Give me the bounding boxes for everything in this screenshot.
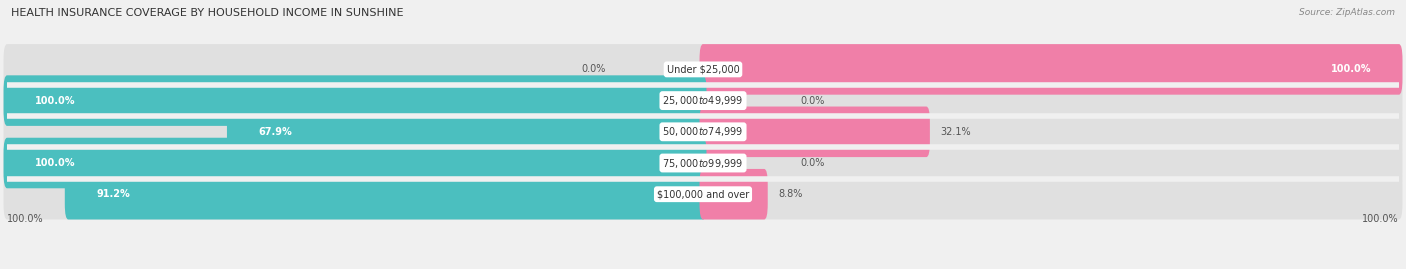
Text: 100.0%: 100.0% <box>35 158 76 168</box>
FancyBboxPatch shape <box>700 107 929 157</box>
FancyBboxPatch shape <box>226 107 706 157</box>
Text: 0.0%: 0.0% <box>800 158 825 168</box>
FancyBboxPatch shape <box>4 75 1402 126</box>
Text: 0.0%: 0.0% <box>581 64 606 75</box>
Text: Under $25,000: Under $25,000 <box>666 64 740 75</box>
Text: 100.0%: 100.0% <box>1362 214 1399 224</box>
Text: $25,000 to $49,999: $25,000 to $49,999 <box>662 94 744 107</box>
Text: 100.0%: 100.0% <box>7 214 44 224</box>
FancyBboxPatch shape <box>4 75 706 126</box>
FancyBboxPatch shape <box>4 138 1402 188</box>
FancyBboxPatch shape <box>4 169 1402 220</box>
Text: $50,000 to $74,999: $50,000 to $74,999 <box>662 125 744 138</box>
Text: 91.2%: 91.2% <box>96 189 129 199</box>
Text: $75,000 to $99,999: $75,000 to $99,999 <box>662 157 744 169</box>
Text: 32.1%: 32.1% <box>941 127 972 137</box>
Text: HEALTH INSURANCE COVERAGE BY HOUSEHOLD INCOME IN SUNSHINE: HEALTH INSURANCE COVERAGE BY HOUSEHOLD I… <box>11 8 404 18</box>
Text: 0.0%: 0.0% <box>800 95 825 106</box>
FancyBboxPatch shape <box>4 107 1402 157</box>
Text: 100.0%: 100.0% <box>35 95 76 106</box>
FancyBboxPatch shape <box>700 169 768 220</box>
FancyBboxPatch shape <box>4 44 1402 95</box>
Text: 100.0%: 100.0% <box>1330 64 1371 75</box>
FancyBboxPatch shape <box>4 138 706 188</box>
Text: 67.9%: 67.9% <box>259 127 292 137</box>
Text: 8.8%: 8.8% <box>778 189 803 199</box>
FancyBboxPatch shape <box>65 169 706 220</box>
Text: Source: ZipAtlas.com: Source: ZipAtlas.com <box>1299 8 1395 17</box>
Text: $100,000 and over: $100,000 and over <box>657 189 749 199</box>
FancyBboxPatch shape <box>700 44 1402 95</box>
